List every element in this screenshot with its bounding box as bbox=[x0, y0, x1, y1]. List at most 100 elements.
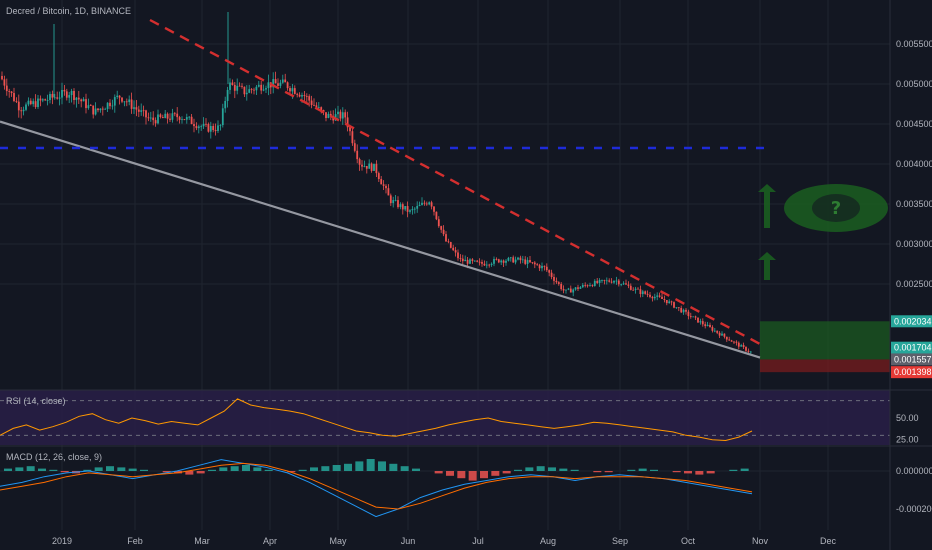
candle-body bbox=[569, 288, 572, 293]
candle-body bbox=[413, 208, 416, 210]
candle-body bbox=[550, 272, 553, 278]
candle-body bbox=[399, 204, 402, 208]
candle-body bbox=[15, 100, 18, 102]
candle-body bbox=[433, 206, 435, 212]
candle-body bbox=[315, 105, 318, 108]
candle-body bbox=[262, 89, 265, 91]
candle-body bbox=[171, 113, 174, 120]
candle-body bbox=[320, 107, 323, 111]
candle-body bbox=[557, 282, 560, 284]
candle-body bbox=[293, 88, 296, 94]
candle-body bbox=[327, 113, 330, 118]
candle-body bbox=[699, 321, 702, 323]
macd-axis-label: 0.000000 bbox=[896, 466, 932, 476]
macd-histogram-bar bbox=[83, 469, 92, 471]
candle-body bbox=[454, 250, 457, 253]
candle-body bbox=[490, 263, 493, 265]
candle-body bbox=[274, 79, 277, 84]
candle-body bbox=[548, 270, 551, 273]
candle-body bbox=[121, 97, 123, 102]
candle-body bbox=[176, 113, 179, 118]
macd-histogram-bar bbox=[15, 467, 24, 471]
macd-histogram-bar bbox=[162, 471, 171, 473]
candle-body bbox=[346, 117, 349, 128]
candle-body bbox=[653, 296, 656, 299]
candle-body bbox=[529, 260, 531, 263]
macd-histogram-bar bbox=[740, 468, 749, 471]
candle-body bbox=[106, 102, 109, 109]
price-tag bbox=[891, 341, 932, 354]
macd-histogram-bar bbox=[287, 471, 296, 473]
candle-body bbox=[382, 184, 385, 186]
candle-body bbox=[195, 126, 198, 129]
candle-body bbox=[591, 285, 594, 287]
candle-body bbox=[238, 85, 241, 87]
macd-histogram-bar bbox=[638, 468, 647, 471]
candle-body bbox=[368, 163, 371, 169]
candle-body bbox=[10, 91, 13, 94]
candle-body bbox=[164, 113, 167, 119]
candle-body bbox=[104, 108, 107, 110]
candle-body bbox=[502, 260, 505, 263]
macd-histogram-bar bbox=[117, 467, 126, 471]
candle-body bbox=[231, 82, 234, 85]
candle-body bbox=[149, 117, 152, 119]
candle-body bbox=[221, 108, 224, 126]
candle-body bbox=[485, 264, 488, 266]
candle-body bbox=[51, 94, 54, 98]
candle-body bbox=[421, 202, 423, 205]
candle-body bbox=[116, 95, 119, 98]
candle-body bbox=[553, 277, 555, 281]
candle-body bbox=[620, 284, 623, 286]
candle-body bbox=[740, 345, 743, 347]
macd-histogram-bar bbox=[446, 471, 454, 476]
candle-body bbox=[226, 89, 229, 101]
candle-body bbox=[409, 210, 411, 212]
candle-body bbox=[668, 301, 671, 304]
rsi-line bbox=[0, 398, 753, 442]
macd-histogram-bar bbox=[695, 471, 704, 475]
candle-body bbox=[358, 159, 361, 165]
candle-body bbox=[411, 209, 414, 211]
candle-body bbox=[233, 84, 236, 91]
candle-body bbox=[169, 118, 171, 120]
candle-body bbox=[44, 99, 47, 101]
candle-body bbox=[478, 261, 481, 263]
macd-histogram-bar bbox=[729, 469, 738, 471]
candle-body bbox=[267, 82, 270, 89]
macd-histogram-bar bbox=[706, 471, 715, 474]
candle-body bbox=[637, 288, 639, 290]
macd-histogram-bar bbox=[434, 471, 443, 474]
candle-body bbox=[536, 264, 539, 266]
candle-body bbox=[209, 126, 212, 132]
candle-body bbox=[207, 124, 210, 132]
candle-body bbox=[512, 257, 515, 263]
candle-body bbox=[77, 97, 80, 100]
resistance-trendline bbox=[149, 18, 761, 346]
candle-body bbox=[589, 285, 591, 287]
candle-body bbox=[253, 89, 255, 91]
candle-body bbox=[99, 108, 102, 111]
candle-body bbox=[173, 113, 176, 115]
macd-histogram-bar bbox=[684, 471, 692, 474]
macd-histogram-bar bbox=[4, 468, 12, 471]
candle-body bbox=[260, 84, 263, 91]
candle-body bbox=[128, 99, 131, 103]
candle-body bbox=[713, 330, 716, 332]
signal-line bbox=[0, 462, 753, 510]
candle-body bbox=[577, 287, 579, 289]
candle-body bbox=[476, 260, 479, 262]
candle-body bbox=[519, 257, 522, 261]
candle-body bbox=[392, 200, 395, 204]
candle-body bbox=[682, 309, 685, 313]
candle-body bbox=[154, 120, 157, 124]
price-axis-label: 0.004500 bbox=[896, 119, 932, 129]
candle-body bbox=[8, 91, 11, 92]
candle-body bbox=[212, 126, 215, 130]
candle-body bbox=[675, 307, 678, 309]
time-axis-label: 2019 bbox=[52, 536, 72, 546]
time-axis-label: Jul bbox=[472, 536, 484, 546]
macd-histogram-bar bbox=[355, 461, 364, 471]
